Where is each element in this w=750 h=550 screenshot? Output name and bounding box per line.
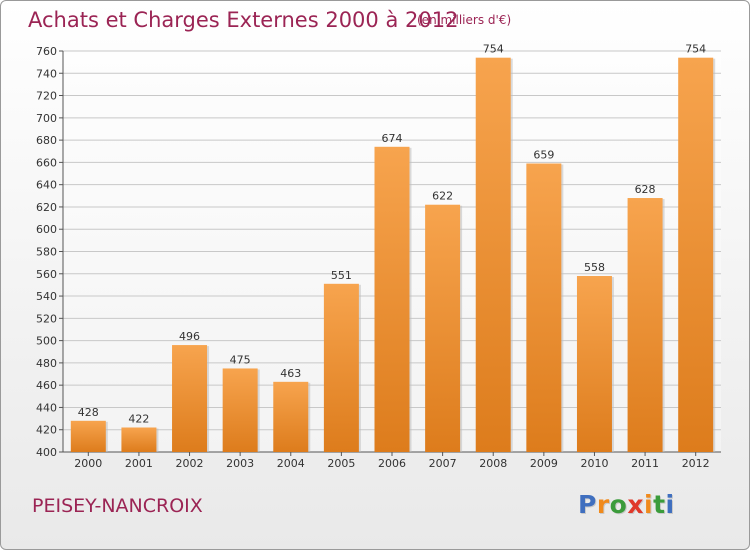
x-tick-label: 2009 xyxy=(530,457,558,470)
logo-letter: t xyxy=(653,490,666,519)
y-tick-label: 480 xyxy=(36,357,57,370)
logo-letter: x xyxy=(627,490,644,519)
bar xyxy=(475,57,511,452)
bar-value-label: 754 xyxy=(685,43,706,56)
y-tick-label: 700 xyxy=(36,112,57,125)
bar xyxy=(425,204,461,452)
x-tick-label: 2012 xyxy=(682,457,710,470)
logo-letter: P xyxy=(578,490,597,519)
bar xyxy=(627,198,663,452)
x-tick-label: 2000 xyxy=(74,457,102,470)
y-tick-label: 760 xyxy=(36,45,57,58)
y-tick-label: 500 xyxy=(36,335,57,348)
y-tick-label: 600 xyxy=(36,223,57,236)
y-tick-label: 460 xyxy=(36,379,57,392)
bar xyxy=(526,163,562,452)
y-tick-label: 720 xyxy=(36,90,57,103)
bar-value-label: 754 xyxy=(483,43,504,56)
x-tick-label: 2007 xyxy=(429,457,457,470)
y-tick-label: 440 xyxy=(36,401,57,414)
y-tick-label: 520 xyxy=(36,312,57,325)
bar xyxy=(374,146,410,453)
bar-value-label: 628 xyxy=(635,183,656,196)
chart-unit-note: (en milliers d'€) xyxy=(417,13,512,27)
x-tick-label: 2005 xyxy=(327,457,355,470)
x-tick-label: 2002 xyxy=(176,457,204,470)
y-tick-label: 420 xyxy=(36,424,57,437)
y-tick-label: 400 xyxy=(36,446,57,459)
x-tick-label: 2006 xyxy=(378,457,406,470)
y-tick-label: 740 xyxy=(36,67,57,80)
bar xyxy=(70,420,106,452)
x-tick-label: 2004 xyxy=(277,457,305,470)
x-tick-label: 2011 xyxy=(631,457,659,470)
logo-letter: o xyxy=(609,490,628,519)
bar-value-label: 428 xyxy=(78,406,99,419)
bar-value-label: 551 xyxy=(331,269,352,282)
y-tick-label: 680 xyxy=(36,134,57,147)
y-tick-label: 620 xyxy=(36,201,57,214)
y-tick-label: 540 xyxy=(36,290,57,303)
y-tick-label: 560 xyxy=(36,268,57,281)
bar-value-label: 475 xyxy=(230,353,251,366)
chart-title: Achats et Charges Externes 2000 à 2012 xyxy=(28,8,459,32)
bar-value-label: 463 xyxy=(280,367,301,380)
x-tick-label: 2008 xyxy=(479,457,507,470)
y-tick-label: 580 xyxy=(36,246,57,259)
x-tick-label: 2010 xyxy=(580,457,608,470)
x-tick-label: 2001 xyxy=(125,457,153,470)
location-name: PEISEY-NANCROIX xyxy=(32,495,203,517)
bar-value-label: 496 xyxy=(179,330,200,343)
bar xyxy=(121,427,157,452)
bar xyxy=(222,368,258,452)
logo-letter: i xyxy=(644,490,654,519)
bar-value-label: 422 xyxy=(128,412,149,425)
y-tick-label: 640 xyxy=(36,179,57,192)
bar xyxy=(576,276,612,452)
bar xyxy=(172,345,208,452)
bar xyxy=(323,283,359,452)
bar-value-label: 558 xyxy=(584,261,605,274)
x-tick-label: 2003 xyxy=(226,457,254,470)
proxiti-logo: Proxiti xyxy=(578,490,675,519)
bar-value-label: 659 xyxy=(533,149,554,162)
bar xyxy=(678,57,714,452)
y-tick-label: 660 xyxy=(36,156,57,169)
bar xyxy=(273,381,309,452)
logo-letter: i xyxy=(665,490,675,519)
logo-letter: r xyxy=(596,490,610,519)
bar-value-label: 622 xyxy=(432,190,453,203)
bar-value-label: 674 xyxy=(382,132,403,145)
